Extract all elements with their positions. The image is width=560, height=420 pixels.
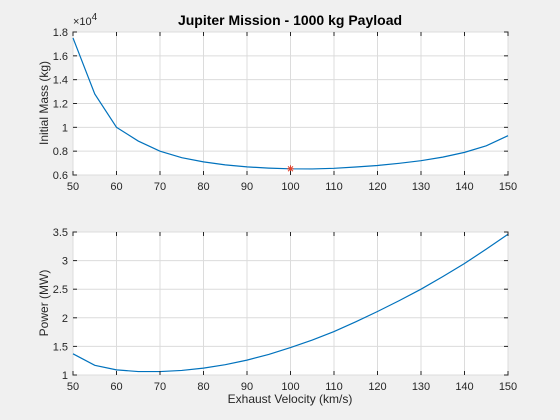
x-tick-labels: 50 60 70 80 90 100 110 120 130 140 150 [67, 181, 517, 193]
y-tick-labels: 1 1.5 2 2.5 3 3.5 [53, 227, 68, 382]
y-axis-label: Initial Mass (kg) [37, 61, 51, 145]
x-tick-label: 100 [281, 181, 299, 193]
y-axis-label: Power (MW) [37, 270, 51, 337]
x-tick-label: 70 [154, 381, 166, 393]
x-tick-label: 110 [325, 181, 343, 193]
y-tick-label: 1 [62, 122, 68, 134]
y-tick-label: 1.8 [53, 27, 68, 39]
y-exponent-label: ×104 [73, 12, 98, 28]
x-tick-label: 50 [67, 381, 79, 393]
x-tick-label: 120 [368, 181, 386, 193]
power-axes: 50 60 70 80 90 100 110 120 130 140 150 1 1.5 2 2.5 3 3.… [37, 227, 517, 406]
x-tick-label: 60 [110, 181, 122, 193]
power-series-line [72, 233, 509, 373]
x-tick-label: 90 [241, 381, 253, 393]
x-tick-label: 120 [368, 381, 386, 393]
x-tick-label: 70 [154, 181, 166, 193]
chart-title: Jupiter Mission - 1000 kg Payload [178, 12, 402, 28]
y-tick-label: 1 [62, 370, 68, 382]
y-tick-label: 1.6 [53, 51, 68, 63]
y-exponent-base: ×10 [73, 16, 92, 28]
x-tick-label: 50 [67, 181, 79, 193]
x-tick-label: 150 [499, 381, 517, 393]
x-tick-label: 140 [455, 381, 473, 393]
x-tick-label: 80 [197, 381, 209, 393]
y-exponent-power: 4 [92, 12, 98, 23]
x-axis-label: Exhaust Velocity (km/s) [228, 392, 353, 406]
x-tick-labels: 50 60 70 80 90 100 110 120 130 140 150 [67, 381, 517, 393]
x-tick-label: 140 [455, 181, 473, 193]
y-tick-label: 3.5 [53, 227, 68, 239]
x-tick-label: 130 [412, 181, 430, 193]
y-tick-label: 1.5 [53, 341, 68, 353]
x-tick-label: 110 [325, 381, 343, 393]
x-tick-label: 60 [110, 381, 122, 393]
y-tick-label: 0.6 [53, 170, 68, 182]
y-tick-label: 2.5 [53, 284, 68, 296]
y-tick-label: 0.8 [53, 146, 68, 158]
y-tick-labels: 0.6 0.8 1 1.2 1.4 1.6 1.8 [53, 27, 68, 182]
grid [72, 231, 509, 376]
x-tick-label: 150 [499, 181, 517, 193]
y-tick-label: 2 [62, 313, 68, 325]
marker-stroke [287, 165, 294, 172]
y-tick-label: 3 [62, 256, 68, 268]
y-tick-label: 1.4 [53, 75, 68, 87]
initial-mass-axes: 50 60 70 80 90 100 110 120 130 140 150 0.6 0.8 1 1.2 1… [37, 12, 517, 193]
x-tick-label: 130 [412, 381, 430, 393]
x-tick-label: 90 [241, 181, 253, 193]
x-tick-label: 80 [197, 181, 209, 193]
y-tick-label: 1.2 [53, 99, 68, 111]
x-tick-label: 100 [281, 381, 299, 393]
